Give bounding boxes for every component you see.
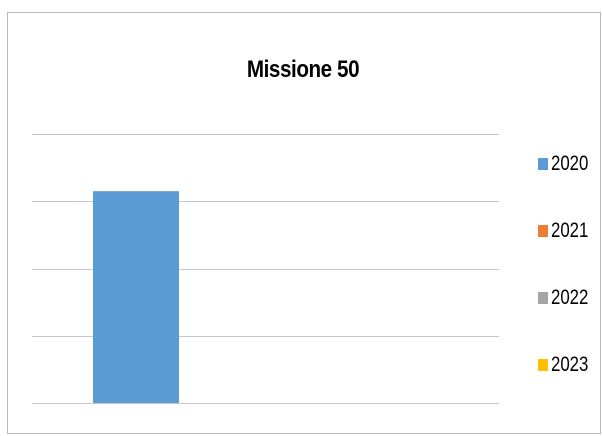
legend-item-2022: 2022 <box>538 286 598 310</box>
legend-label-2021: 2021 <box>551 219 589 242</box>
bar-2020 <box>93 191 179 403</box>
legend-item-2020: 2020 <box>538 152 598 176</box>
legend-item-2023: 2023 <box>538 353 598 377</box>
legend-label-2020: 2020 <box>551 152 589 175</box>
legend-swatch-2020 <box>538 158 548 170</box>
legend-swatch-2022 <box>538 292 548 304</box>
legend-swatch-2023 <box>538 359 548 371</box>
legend-item-2021: 2021 <box>538 219 598 243</box>
legend-label-2023: 2023 <box>551 353 589 376</box>
legend-swatch-2021 <box>538 225 548 237</box>
legend: 2020 2021 2022 2023 <box>538 152 602 392</box>
chart-title: Missione 50 <box>246 56 360 83</box>
legend-label-2022: 2022 <box>551 286 589 309</box>
